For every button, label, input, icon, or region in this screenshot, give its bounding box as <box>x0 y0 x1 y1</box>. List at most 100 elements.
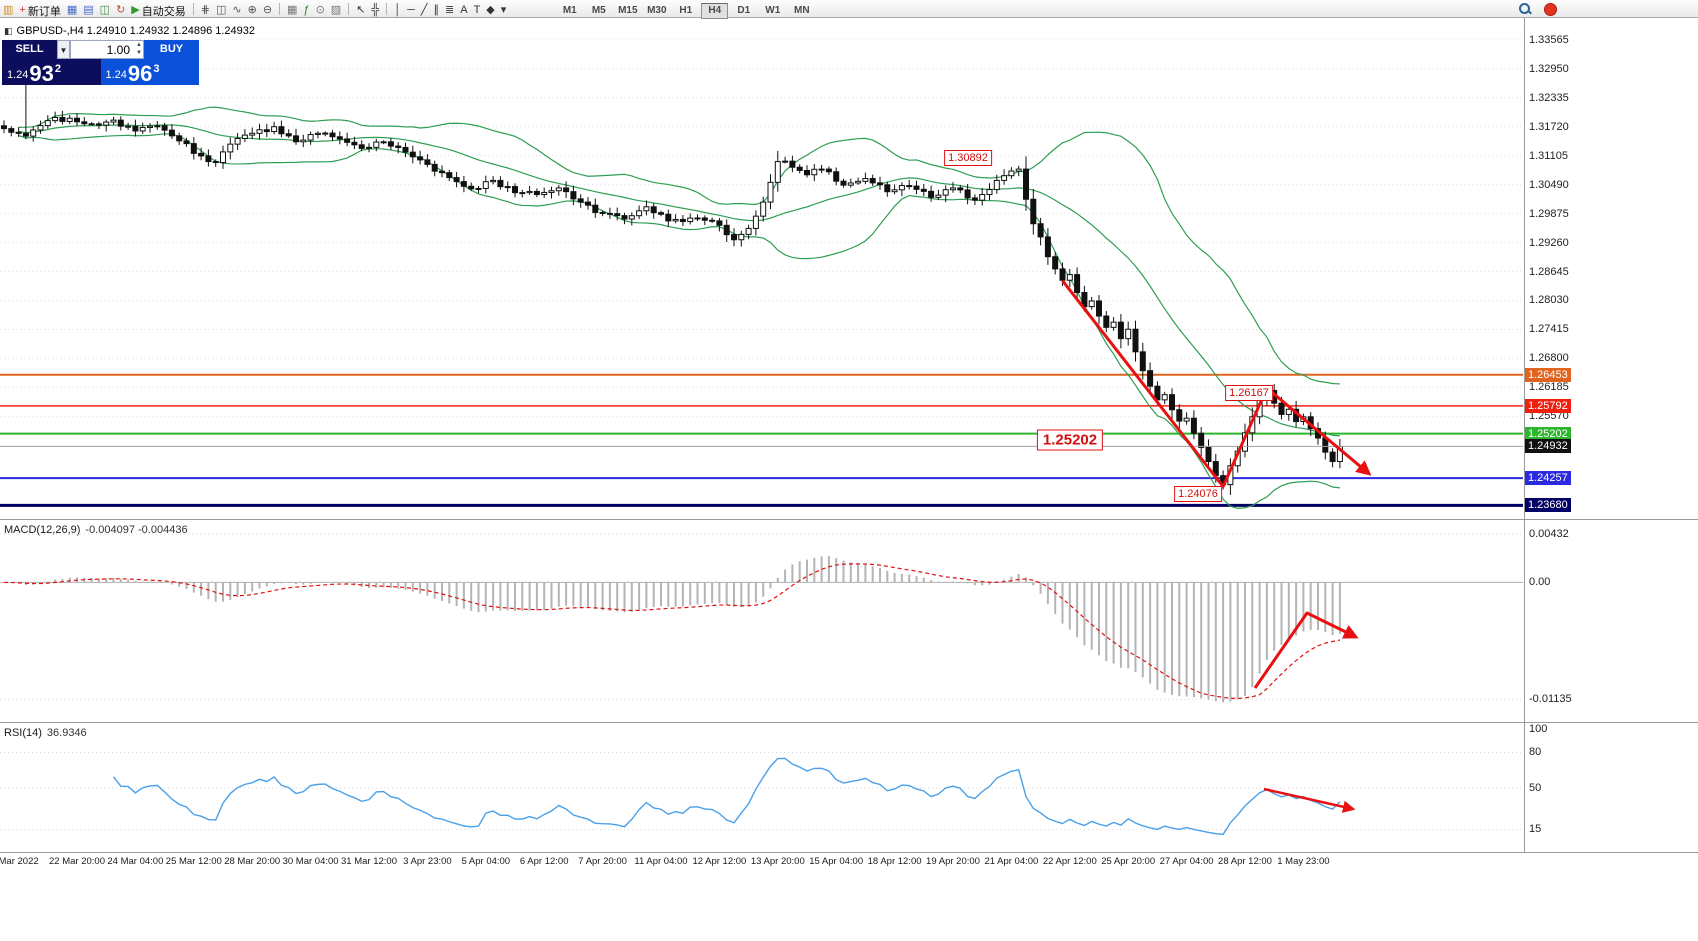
rsi-panel-separator[interactable] <box>0 722 1698 723</box>
timeframe-w1[interactable]: W1 <box>765 5 781 16</box>
price-tag-annotation[interactable]: 1.26167 <box>1225 385 1273 401</box>
price-tag-annotation[interactable]: 1.24076 <box>1174 486 1222 502</box>
indicators-icon[interactable]: ƒ <box>303 4 310 16</box>
buy-price-button[interactable]: 1.24 96 3 <box>100 59 199 86</box>
chart-window-icon[interactable]: ▦ <box>66 4 78 16</box>
time-axis-label: 7 Apr 20:00 <box>578 856 627 867</box>
chart-ohlc-info: ◧ GBPUSD-,H4 1.24910 1.24932 1.24896 1.2… <box>4 25 255 37</box>
volume-input[interactable]: 1.00 ▲ ▼ <box>70 40 144 59</box>
price-level-tag: 1.26453 <box>1525 367 1571 382</box>
ohlc-text: GBPUSD-,H4 1.24910 1.24932 1.24896 1.249… <box>16 25 256 37</box>
mini-chart-icon: ◧ <box>4 25 13 36</box>
price-level-tag: 1.25792 <box>1525 398 1571 413</box>
time-axis-separator <box>0 852 1698 853</box>
toolbar-separator <box>192 2 194 15</box>
zoom-out-icon[interactable]: ⊖ <box>262 4 273 16</box>
templates-icon[interactable]: ▨ <box>330 4 342 16</box>
volume-value: 1.00 <box>106 42 130 57</box>
timeframe-m5[interactable]: M5 <box>591 5 606 16</box>
timeframe-m15[interactable]: M15 <box>618 5 638 16</box>
time-axis-label: 27 Apr 04:00 <box>1159 856 1214 867</box>
sell-button[interactable]: SELL <box>2 40 57 59</box>
toolbar-separator <box>279 2 281 15</box>
grid-layer <box>0 39 1523 417</box>
toolbar-separator <box>348 2 350 15</box>
timeframe-h4[interactable]: H4 <box>701 3 729 19</box>
buy-price-prefix: 1.24 <box>105 69 127 81</box>
price-axis-label: 1.26185 <box>1529 381 1569 394</box>
search-icon[interactable] <box>1518 2 1532 15</box>
macd-layer <box>0 533 1523 703</box>
price-axis-label: 1.27415 <box>1529 323 1569 336</box>
price-tag-annotation[interactable]: 1.25202 <box>1036 429 1104 451</box>
cursor-icon[interactable]: ↖ <box>356 4 366 16</box>
channel-icon[interactable]: ∥ <box>433 4 440 16</box>
auto-trading-button[interactable]: ▶ 自动交易 <box>131 4 186 18</box>
refresh-icon[interactable]: ↻ <box>116 4 126 16</box>
trend-arrow <box>1061 279 1372 489</box>
price-axis-label: 1.29260 <box>1529 236 1569 249</box>
buy-price-big: 96 <box>127 61 153 86</box>
timeframe-h1[interactable]: H1 <box>679 5 693 16</box>
time-axis-label: 30 Mar 04:00 <box>282 856 339 867</box>
time-axis-label: 28 Mar 20:00 <box>224 856 281 867</box>
new-order-button[interactable]: + 新订单 <box>19 4 61 18</box>
alert-icon[interactable] <box>1544 3 1557 16</box>
vertical-line-icon[interactable]: │ <box>394 4 402 16</box>
price-axis-label: 1.28645 <box>1529 265 1569 278</box>
line-chart-icon[interactable]: ∿ <box>232 4 242 16</box>
volume-stepper[interactable]: ▲ ▼ <box>136 42 142 56</box>
timeframe-m30[interactable]: M30 <box>647 5 667 16</box>
price-axis-label: 1.26800 <box>1529 352 1569 365</box>
profiles-icon[interactable]: ▤ <box>83 4 94 16</box>
buy-button[interactable]: BUY <box>144 40 199 59</box>
shapes-icon[interactable]: ◆ <box>486 4 495 16</box>
periods-icon[interactable]: ⊙ <box>315 4 325 16</box>
rsi-arrow <box>1263 787 1356 813</box>
price-axis-label: 1.25570 <box>1529 410 1569 423</box>
price-tag-annotation[interactable]: 1.30892 <box>944 150 992 166</box>
timeframe-mn[interactable]: MN <box>794 5 810 16</box>
sell-price-prefix: 1.24 <box>7 69 29 81</box>
time-axis-label: 31 Mar 12:00 <box>341 856 397 867</box>
time-axis-label: 15 Apr 04:00 <box>809 856 864 867</box>
market-watch-icon[interactable]: ◫ <box>99 4 111 16</box>
price-level-tag: 1.23680 <box>1525 498 1571 513</box>
zoom-in-icon[interactable]: ⊕ <box>247 4 257 16</box>
macd-axis-label: 0.00 <box>1529 576 1551 589</box>
new-chart-icon[interactable]: ▥ <box>3 4 14 16</box>
candles-layer <box>0 67 1523 495</box>
one-click-trading-panel: SELL ▼ 1.00 ▲ ▼ BUY 1.24 93 2 1.24 96 3 <box>2 40 199 85</box>
sell-price-button[interactable]: 1.24 93 2 <box>2 59 101 85</box>
time-axis-label: 1 May 23:00 <box>1277 856 1330 867</box>
timeframe-bar: M1 M5 M15 M30 H1 H4 D1 W1 MN <box>555 0 816 20</box>
horizontal-line-icon[interactable]: ─ <box>407 4 415 16</box>
order-options-caret[interactable]: ▼ <box>57 40 70 59</box>
timeframe-m1[interactable]: M1 <box>562 5 577 16</box>
time-axis-label: 5 Apr 04:00 <box>461 856 511 867</box>
bars-chart-icon[interactable]: ⋕ <box>200 4 210 16</box>
bollinger-layer <box>18 106 1340 509</box>
shapes-dropdown-icon[interactable]: ▾ <box>500 4 507 16</box>
price-level-tag: 1.25202 <box>1525 426 1571 441</box>
timeframe-d1[interactable]: D1 <box>737 5 751 16</box>
hlines-layer <box>0 373 1523 507</box>
price-axis-label: 1.31105 <box>1529 149 1568 162</box>
tile-windows-icon[interactable]: ▦ <box>287 4 298 16</box>
time-axis-label: 24 Mar 04:00 <box>107 856 164 867</box>
fibonacci-icon[interactable]: ≣ <box>445 4 455 16</box>
label-icon[interactable]: T <box>473 4 481 16</box>
trendline-icon[interactable]: ╱ <box>420 4 428 16</box>
rsi-axis-label: 80 <box>1529 746 1542 759</box>
macd-panel-separator[interactable] <box>0 519 1698 520</box>
time-axis-label: 22 Apr 12:00 <box>1042 856 1097 867</box>
crosshair-icon[interactable]: ╬ <box>371 4 380 16</box>
price-axis-label: 1.29875 <box>1529 207 1569 220</box>
text-icon[interactable]: A <box>460 4 468 16</box>
price-axis-label: 1.31720 <box>1529 120 1569 133</box>
candles-chart-icon[interactable]: ◫ <box>215 4 227 16</box>
current-price-tag: 1.24932 <box>1525 439 1571 454</box>
rsi-axis-label: 15 <box>1529 823 1542 836</box>
